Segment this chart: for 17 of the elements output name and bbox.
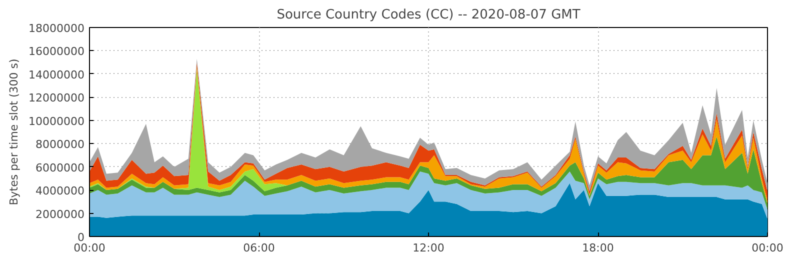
y-axis-title: Bytes per time slot (300 s) [8,58,21,206]
y-tick-label: 16000000 [28,45,85,58]
x-tick-label: 06:00 [243,242,275,254]
y-tick-label: 18000000 [28,22,85,35]
y-tick-label: 4000000 [36,184,85,198]
chart-title: Source Country Codes (CC) -- 2020-08-07 GMT [276,8,580,22]
y-tick-label: 8000000 [36,138,85,152]
y-tick-label: 2000000 [36,208,85,221]
x-tick-label: 18:00 [582,242,614,254]
y-tick-label: 12000000 [28,92,85,105]
x-tick-label: 12:00 [412,242,444,254]
y-tick-label: 0 [78,231,84,244]
y-tick-label: 10000000 [28,114,85,128]
y-tick-label: 14000000 [28,68,85,82]
x-tick-label: 00:00 [74,242,106,254]
y-tick-label: 6000000 [36,161,85,174]
x-tick-label: 00:00 [752,242,784,254]
